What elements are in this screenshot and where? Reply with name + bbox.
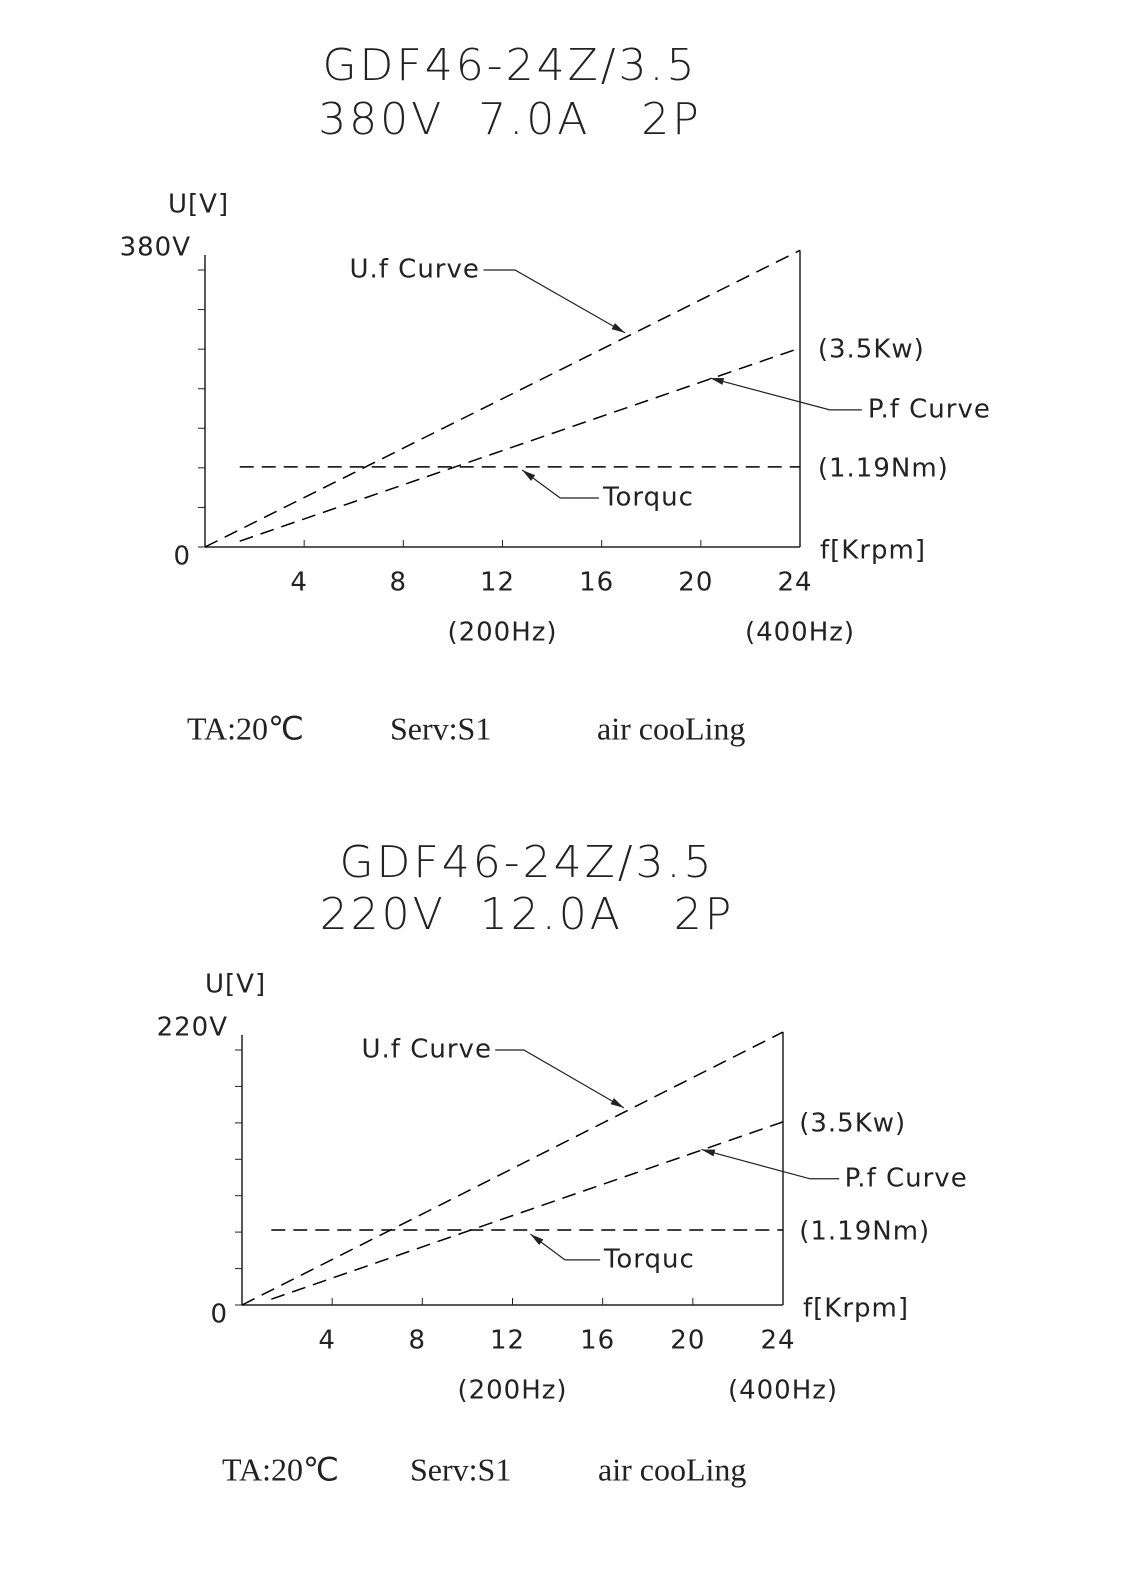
title: 380V 7.0A 2P [318,94,702,145]
leader [483,269,626,334]
arrowhead [522,469,536,481]
curve [204,249,801,548]
y-axis-label: U[V] [205,970,266,1000]
frequency-label: (400Hz) [728,1376,838,1406]
title: GDF46-24Z/3.5 [322,40,697,91]
frequency-label: (200Hz) [447,618,557,648]
arrowhead [530,1234,544,1245]
curve-name: P.f Curve [868,394,991,424]
x-axis-label: f[Krpm] [820,536,926,566]
x-tick-label: 20 [678,568,713,598]
title: 220V 12.0A 2P [320,889,735,940]
x-tick-label: 8 [390,568,408,598]
leader [495,1049,625,1109]
arrowhead [610,1098,624,1108]
leader [710,377,862,411]
end-label: (1.19Nm) [799,1217,930,1247]
note: Serv:S1 [390,710,491,746]
note: Serv:S1 [410,1451,511,1487]
note: TA:20℃ [187,710,304,746]
note: TA:20℃ [222,1451,339,1487]
curve-name: Torquc [603,1244,695,1274]
arrowhead [611,323,626,333]
x-tick-label: 16 [579,568,614,598]
curve [241,1031,784,1306]
x-tick-label: 16 [580,1326,615,1356]
x-tick-label: 24 [760,1326,795,1356]
y-tick-label: 0 [210,1300,228,1330]
end-label: (1.19Nm) [818,453,949,483]
end-label: (3.5Kw) [799,1108,906,1138]
x-tick-label: 12 [480,568,515,598]
x-tick-label: 20 [670,1326,705,1356]
end-label: (3.5Kw) [818,334,925,364]
frequency-label: (400Hz) [745,618,855,648]
note: air cooLing [597,710,745,746]
x-tick-label: 4 [290,568,308,598]
x-tick-label: 24 [777,568,812,598]
x-tick-label: 4 [318,1326,336,1356]
y-tick-label: 0 [173,542,191,572]
arrowhead [710,378,725,385]
curve-name: P.f Curve [845,1163,968,1193]
leader [529,1233,601,1261]
curve [239,347,801,542]
x-axis-label: f[Krpm] [803,1294,909,1324]
curve-name: U.f Curve [362,1035,492,1065]
curve-name: Torquc [602,482,694,512]
curve-name: U.f Curve [349,255,479,285]
y-tick-label: 220V [157,1013,228,1043]
x-tick-label: 12 [490,1326,525,1356]
y-tick-label: 380V [120,233,191,263]
arrowhead [701,1149,716,1157]
frequency-label: (200Hz) [457,1376,567,1406]
title: GDF46-24Z/3.5 [339,837,714,888]
leader [701,1148,840,1180]
leader [521,469,599,499]
y-axis-label: U[V] [168,190,229,220]
note: air cooLing [598,1451,746,1487]
x-tick-label: 8 [409,1326,427,1356]
curve [271,1121,784,1300]
